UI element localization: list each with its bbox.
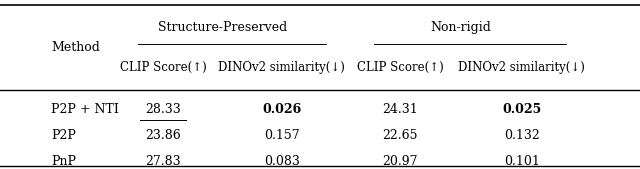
Text: 27.83: 27.83 [145,155,181,168]
Text: 0.083: 0.083 [264,155,300,168]
Text: DINOv2 similarity(↓): DINOv2 similarity(↓) [218,61,345,74]
Text: 0.025: 0.025 [502,103,541,115]
Text: Method: Method [51,41,100,54]
Text: 28.33: 28.33 [145,103,181,115]
Text: 0.026: 0.026 [262,103,301,115]
Text: CLIP Score(↑): CLIP Score(↑) [120,61,207,74]
Text: 20.97: 20.97 [382,155,418,168]
Text: DINOv2 similarity(↓): DINOv2 similarity(↓) [458,61,585,74]
Text: 0.101: 0.101 [504,155,540,168]
Text: 23.86: 23.86 [145,129,181,142]
Text: 0.132: 0.132 [504,129,540,142]
Text: 22.65: 22.65 [382,129,418,142]
Text: PnP: PnP [51,155,76,168]
Text: Non-rigid: Non-rigid [430,21,492,33]
Text: 24.31: 24.31 [382,103,418,115]
Text: Structure-Preserved: Structure-Preserved [158,21,287,33]
Text: 0.157: 0.157 [264,129,300,142]
Text: CLIP Score(↑): CLIP Score(↑) [356,61,444,74]
Text: P2P: P2P [51,129,76,142]
Text: P2P + NTI: P2P + NTI [51,103,119,115]
